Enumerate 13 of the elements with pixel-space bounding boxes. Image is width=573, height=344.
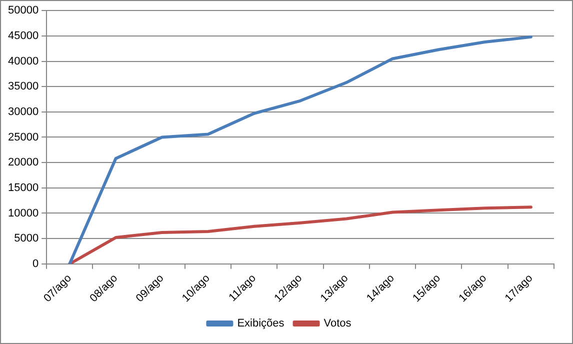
y-tick-label: 10000 xyxy=(8,207,39,220)
y-tick-label: 20000 xyxy=(8,156,39,169)
y-tick-label: 35000 xyxy=(8,80,39,93)
legend-label: Votos xyxy=(324,318,352,330)
y-tick-label: 5000 xyxy=(14,232,39,245)
y-tick-label: 45000 xyxy=(8,30,39,42)
y-tick-label: 0 xyxy=(32,258,39,270)
y-tick-label: 15000 xyxy=(8,182,39,194)
y-tick-label: 30000 xyxy=(8,106,39,118)
legend-label: Exibições xyxy=(237,318,285,330)
y-tick-label: 40000 xyxy=(8,55,39,68)
y-tick-label: 25000 xyxy=(8,131,39,144)
y-tick-label: 50000 xyxy=(8,4,39,17)
